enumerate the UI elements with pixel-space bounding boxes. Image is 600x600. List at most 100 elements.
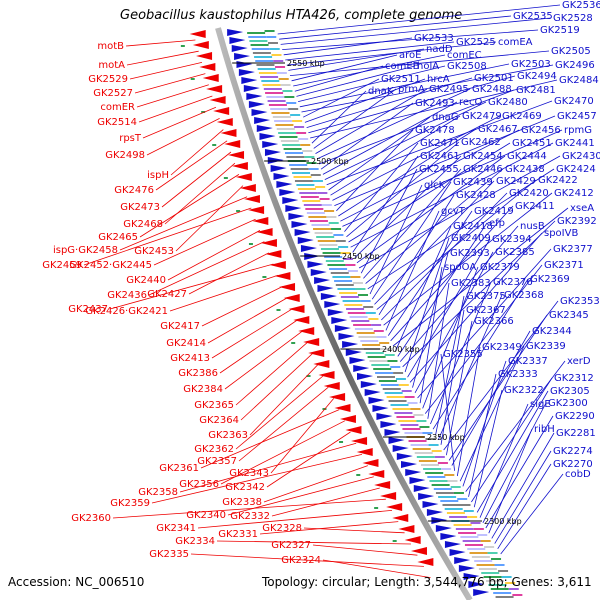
gene-label-right: GK2428 (456, 190, 496, 201)
forward-gene-arrow (231, 45, 248, 52)
gene-stripe (346, 308, 365, 310)
forward-gene-arrow (288, 213, 305, 220)
gene-label-right: GK2501 (474, 73, 514, 84)
gene-stripe (282, 144, 301, 146)
gene-stripe (286, 156, 305, 158)
gene-label-right: GK2300 (548, 398, 588, 409)
gene-stripe (354, 328, 373, 330)
gene-stripe (433, 488, 452, 490)
connector-line (369, 184, 423, 295)
reverse-gene-arrow (374, 481, 391, 489)
connector-line (334, 115, 556, 206)
forward-gene-arrow (251, 109, 268, 116)
gene-label-right: GK2379 (480, 262, 520, 273)
gene-stripe (260, 76, 279, 78)
gene-stripe (392, 408, 411, 410)
connector-line (320, 102, 414, 170)
gene-stripe (326, 216, 337, 218)
gene-dot (180, 45, 185, 47)
gene-stripe (431, 450, 442, 452)
gene-stripe (275, 66, 286, 68)
connector-line (358, 155, 561, 269)
gene-stripe (266, 36, 277, 38)
gene-stripe (495, 596, 514, 598)
gene-label-right: GK2270 (553, 459, 593, 470)
connector-line (462, 360, 507, 487)
connector-line (383, 192, 553, 326)
gene-label-right: GK2337 (508, 356, 548, 367)
gene-label-right: GK2495 (429, 84, 469, 95)
connector-line (445, 320, 473, 456)
connector-line (153, 218, 256, 266)
gene-stripe (367, 356, 386, 358)
connector-line (412, 252, 449, 388)
forward-gene-arrow (349, 357, 366, 364)
gene-stripe (446, 512, 465, 514)
gene-label-right: GK2429 (496, 176, 536, 187)
gene-label-right: GK2511 (381, 74, 421, 85)
gene-stripe (297, 188, 316, 190)
connector-line (266, 431, 351, 488)
gene-stripe (441, 468, 452, 470)
gene-stripe (256, 64, 275, 66)
gene-stripe (322, 252, 341, 254)
gene-stripe (352, 282, 363, 284)
connector-line (83, 207, 252, 266)
gene-label-right: GK2409 (451, 233, 491, 244)
forward-gene-arrow (294, 229, 311, 236)
gene-stripe (464, 544, 483, 546)
gene-stripe (382, 388, 401, 390)
gene-label-left: ispH (147, 170, 169, 181)
gene-stripe (292, 172, 311, 174)
gene-label-right: dnaK (368, 86, 394, 97)
reverse-gene-arrow (260, 239, 277, 247)
gene-stripe (386, 396, 405, 398)
forward-strand-arrows (227, 29, 490, 596)
gene-stripe (460, 536, 479, 538)
gene-label-right: recO (459, 97, 483, 108)
connector-line (381, 192, 508, 321)
gene-label-right: GK2493 (415, 98, 455, 109)
gene-stripe (402, 428, 421, 430)
gene-label-left: GK2459 (42, 260, 82, 271)
gene-stripe (410, 408, 421, 410)
gene-label-right: GK2419 (474, 206, 514, 217)
connector-line (112, 498, 386, 519)
gene-stripe (306, 162, 317, 164)
connector-line (340, 129, 520, 222)
gene-label-right: comEB (385, 61, 420, 72)
forward-gene-arrow (458, 565, 475, 572)
scale-tick-label: 2400 kbp (382, 345, 420, 354)
gene-stripe (274, 120, 293, 122)
gene-stripe (334, 280, 353, 282)
connector-line (404, 237, 450, 373)
gene-stripe (262, 84, 281, 86)
gene-stripe (331, 228, 342, 230)
gene-stripe (371, 364, 390, 366)
connector-line (437, 294, 503, 440)
gene-label-right: nusB (520, 221, 545, 232)
connector-line (134, 73, 206, 94)
gene-label-right: GK2333 (498, 369, 538, 380)
forward-gene-arrow (392, 445, 409, 452)
gene-stripe (477, 534, 488, 536)
reverse-gene-arrow (228, 151, 245, 159)
reverse-gene-arrow (410, 547, 427, 555)
gene-stripe (442, 504, 461, 506)
connector-line (282, 29, 539, 50)
gene-stripe (280, 140, 299, 142)
gene-label-right: GK2481 (516, 85, 556, 96)
gene-stripe (470, 522, 481, 524)
gene-stripe (247, 32, 266, 34)
gene-stripe (324, 210, 335, 212)
gene-label-left: GK2328 (262, 523, 302, 534)
connector-line (313, 88, 397, 149)
connector-line (374, 180, 495, 305)
scale-ticks: 2550 kbp 2500 kbp 2450 kbp 2400 kbp 2350 kbp… (232, 59, 522, 526)
connector-line (482, 402, 547, 523)
gene-stripe (351, 320, 370, 322)
reverse-gene-arrow (329, 393, 346, 401)
gene-stripe (508, 588, 519, 590)
gene-stripe (449, 516, 468, 518)
gene-stripe (292, 120, 303, 122)
